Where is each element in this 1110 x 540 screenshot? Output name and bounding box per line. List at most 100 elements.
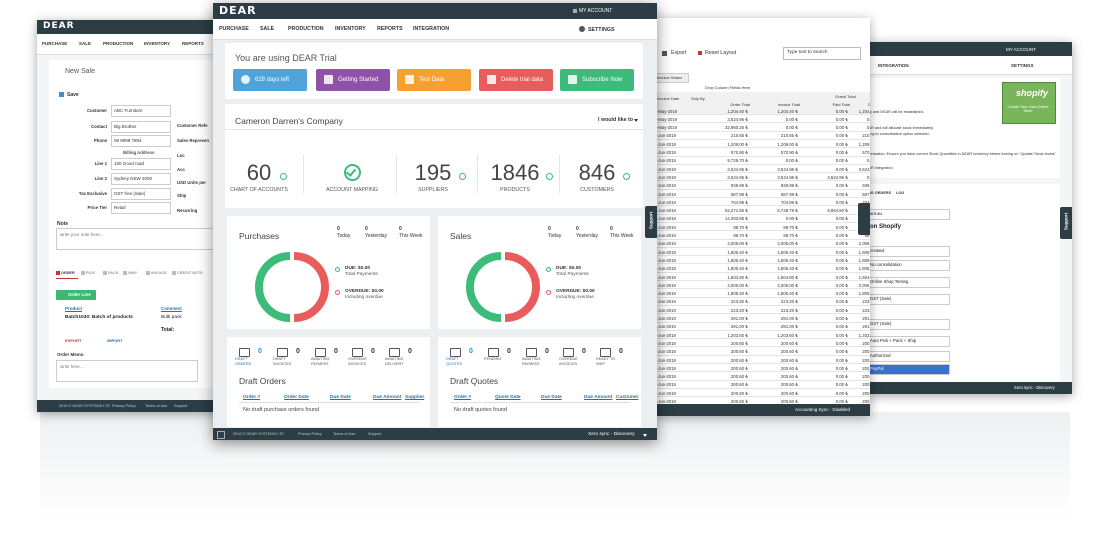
row-line [655,163,870,165]
order-line-button[interactable] [56,290,96,300]
count-label: Yesterday [365,233,388,239]
nav-item[interactable]: REPORTS [182,41,204,46]
order-tab[interactable]: CREDIT NOTE [177,271,203,275]
row-cell: 0.00 ₺ [835,332,848,338]
draft-tab-label[interactable]: DRAFT QUOTES [446,357,463,366]
nav-item[interactable]: PURCHASE [219,26,249,32]
nav-item[interactable]: SALE [260,26,275,32]
row-cell: 0.00 ₺ [835,249,848,255]
trial-button[interactable] [560,69,634,91]
row-cell: 200.60 ₺ [780,340,798,346]
nav-item[interactable]: INVENTORY [144,41,171,46]
save-button[interactable]: Save [67,92,79,98]
reset-button[interactable]: Reset Layout [705,50,737,56]
settings-tab[interactable]: NG ORDERS [868,191,891,195]
row-date: -May-2019 [657,108,678,114]
row-line [655,321,870,323]
nav-item[interactable]: PRODUCTION [103,41,134,46]
row-cell: 210.65 ₺ [780,133,798,139]
draft-tab-count: 0 [469,348,473,355]
draft-tab-label[interactable]: OVERDUE INVOICES [559,357,578,366]
stat-number: 1846 [490,160,540,185]
row-cell: 200.60 ₺ [730,365,748,371]
support-tab[interactable] [1060,207,1072,239]
field-label: Tax Exclusive [78,191,107,196]
row-cell: 2,006.00 ₺ [727,282,748,288]
row-date: -Jun-2019 [657,158,676,164]
field-label: Recurring [177,208,198,213]
footer-link[interactable]: Terms of Use [333,432,356,436]
draft-tab-label[interactable]: AWAITING PAYMENT [311,357,330,366]
support-tab[interactable] [858,203,870,235]
export-button[interactable]: Export [671,50,687,56]
order-tab[interactable]: SHIP [128,271,137,275]
footer-link[interactable]: Privacy Policy [298,432,322,436]
footer-link[interactable]: Privacy Policy [112,404,136,408]
draft-tab-label[interactable]: DRAFT ORDERS [235,357,252,366]
trial-button[interactable] [397,69,471,91]
sale-panel: DEAR PURCHASE SALE PRODUCTION INVENTORY REPOR… [37,20,237,412]
nav-item[interactable]: REPORTS [377,26,403,32]
row-date: -May-2019 [657,116,678,122]
field-input [111,158,171,170]
row-date: -Jun-2019 [657,241,676,247]
stat-label: PRODUCTS [500,187,530,193]
trial-button[interactable] [316,69,390,91]
row-cell: 0.00 ₺ [835,349,848,355]
draft-tab-label[interactable]: OVERDUE INVOICES [348,357,367,366]
draft-tab-label[interactable]: AWAITING PAYMENT [522,357,541,366]
action-menu[interactable]: I would like to [598,117,634,123]
nav-item[interactable]: INTEGRATION [413,26,450,32]
row-line [655,221,870,223]
row-cell: 1,204.4 [858,108,870,114]
trial-button[interactable] [479,69,553,91]
row-cell: 587.98 ₺ [780,191,798,197]
field-label: Sales Represen [177,138,210,143]
row-line [655,188,870,190]
order-tab[interactable]: INVOICE [151,271,167,275]
support-tab[interactable] [645,206,657,238]
field-value: Auto Pick + Pack + Ship [870,338,917,343]
row-cell: 0.00 ₺ [835,291,848,297]
draft-tab-label[interactable]: READY TO SHIP [596,357,616,366]
draft-tab-count: 0 [408,348,412,355]
row-cell: 200.6 [862,399,870,404]
nav-item[interactable]: SALE [79,41,92,46]
nav-item[interactable]: INVENTORY [335,26,366,32]
row-line [655,271,870,273]
settings-link[interactable]: SETTINGS [1011,63,1034,68]
nav-item[interactable]: INTEGRATION [878,63,909,68]
search-box[interactable] [783,47,861,60]
settings-tab[interactable]: LOG [896,191,905,195]
footer-link[interactable]: Support [368,432,382,436]
draft-tab-label[interactable]: PENDING [484,357,502,361]
total-label: Total: [161,327,175,333]
nav-item[interactable]: PURCHASE [42,41,68,46]
order-tab[interactable]: PICK [86,271,96,275]
sync-status: Xero sync - Discovery [588,432,635,437]
nav-item[interactable]: PRODUCTION [288,26,324,32]
button-icon [324,75,333,84]
row-date: -Jun-2019 [657,349,676,355]
draft-tab-icon [315,348,326,357]
trial-button[interactable] [233,69,307,91]
settings-link[interactable]: SETTINGS [588,27,615,33]
order-tab[interactable]: ORDER [61,271,75,275]
note-placeholder: write your note here... [60,232,104,237]
row-line [655,387,870,389]
account-link[interactable]: MY ACCOUNT [1006,47,1036,52]
logo-sub: Create Your Own Online Store [1007,105,1049,113]
draft-tab-label[interactable]: DRAFT INVOICES [273,357,292,366]
support-label: Support [648,211,654,230]
row-cell: 200.6 [862,365,870,371]
row-cell: 570.90 ₺ [780,150,798,155]
footer-link[interactable]: Terms of Use [145,404,168,408]
form-heading: New Sale [65,68,95,75]
export-link[interactable]: EXPORT [65,338,82,343]
draft-tab-icon [488,348,499,357]
import-link[interactable]: IMPORT [107,338,123,343]
order-tab[interactable]: PACK [108,271,119,275]
draft-tab-label[interactable]: AWAITING DELIVERY [385,357,404,366]
account-link[interactable]: MY ACCOUNT [579,8,613,14]
footer-link[interactable]: Support [174,404,188,408]
